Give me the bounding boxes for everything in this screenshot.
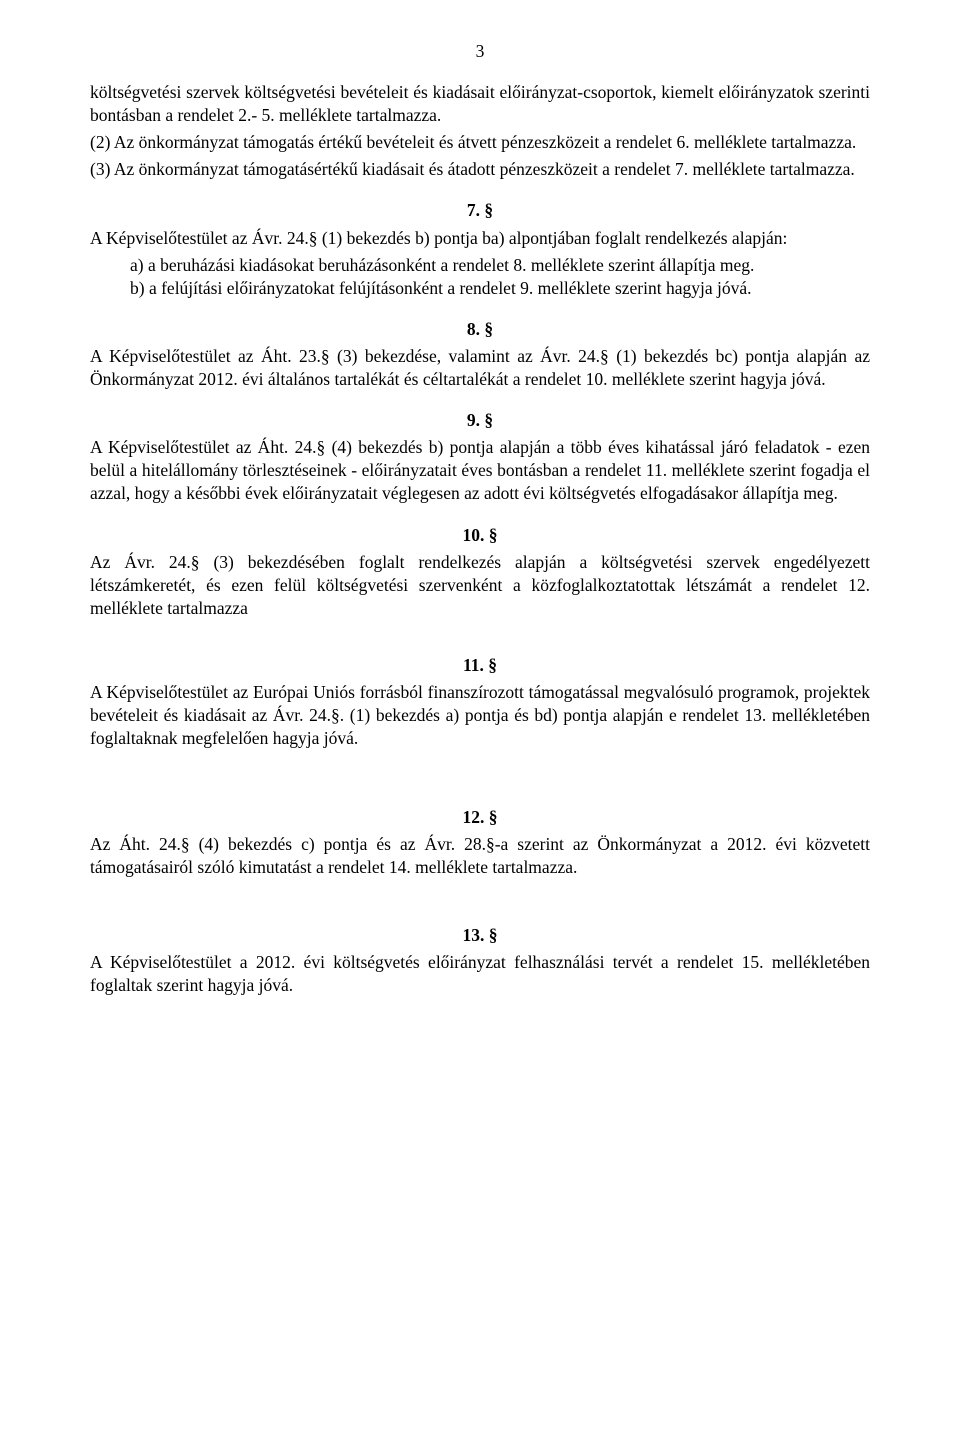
page-number: 3	[90, 40, 870, 63]
paragraph: Az Ávr. 24.§ (3) bekezdésében foglalt re…	[90, 551, 870, 620]
spacer	[90, 624, 870, 636]
paragraph: Az Áht. 24.§ (4) bekezdés c) pontja és a…	[90, 833, 870, 879]
section-heading-8: 8. §	[90, 318, 870, 341]
paragraph: A Képviselőtestület az Áht. 23.§ (3) bek…	[90, 345, 870, 391]
paragraph: A Képviselőtestület az Áht. 24.§ (4) bek…	[90, 436, 870, 505]
ordered-list: a) a beruházási kiadásokat beruházásonké…	[90, 254, 870, 300]
section-heading-10: 10. §	[90, 524, 870, 547]
section-heading-13: 13. §	[90, 924, 870, 947]
paragraph: A Képviselőtestület az Európai Uniós for…	[90, 681, 870, 750]
paragraph: A Képviselőtestület az Ávr. 24.§ (1) bek…	[90, 227, 870, 250]
spacer	[90, 754, 870, 788]
section-heading-7: 7. §	[90, 199, 870, 222]
list-item: a) a beruházási kiadásokat beruházásonké…	[130, 254, 870, 277]
paragraph: (3) Az önkormányzat támogatásértékű kiad…	[90, 158, 870, 181]
paragraph: (2) Az önkormányzat támogatás értékű bev…	[90, 131, 870, 154]
section-heading-11: 11. §	[90, 654, 870, 677]
section-heading-9: 9. §	[90, 409, 870, 432]
document-page: 3 költségvetési szervek költségvetési be…	[0, 0, 960, 1440]
section-heading-12: 12. §	[90, 806, 870, 829]
list-item: b) a felújítási előirányzatokat felújítá…	[130, 277, 870, 300]
spacer	[90, 884, 870, 906]
paragraph: költségvetési szervek költségvetési bevé…	[90, 81, 870, 127]
paragraph: A Képviselőtestület a 2012. évi költségv…	[90, 951, 870, 997]
